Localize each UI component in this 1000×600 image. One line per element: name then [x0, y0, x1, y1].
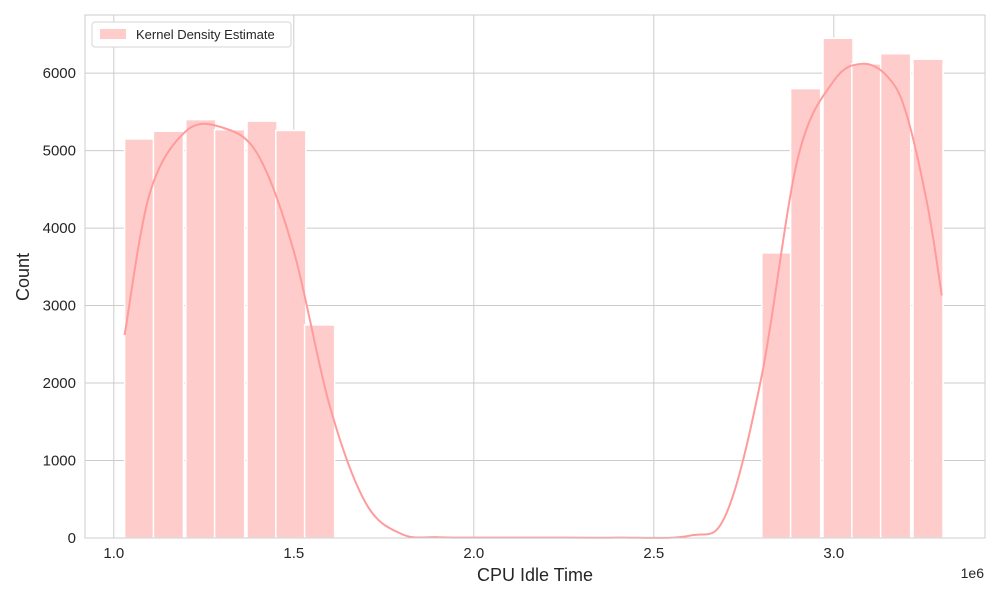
- histogram-bar: [246, 120, 278, 539]
- histogram-bar: [822, 37, 854, 539]
- y-tick-label: 2000: [43, 375, 76, 392]
- histogram-bar: [912, 58, 944, 539]
- y-tick-label: 6000: [43, 65, 76, 82]
- y-tick-label: 1000: [43, 453, 76, 470]
- legend-frame: [91, 21, 292, 48]
- x-axis-ticks: 1.0 1.5 2.0 2.5 3.0: [103, 545, 844, 562]
- plot-frame: [84, 14, 986, 539]
- legend: Kernel Density Estimate: [91, 21, 292, 48]
- x-tick-label: 1.5: [283, 545, 304, 562]
- histogram-bar: [185, 118, 217, 539]
- legend-label: Kernel Density Estimate: [136, 27, 275, 42]
- x-tick-label: 2.0: [463, 545, 484, 562]
- y-tick-label: 5000: [43, 143, 76, 160]
- x-tick-label: 2.5: [643, 545, 664, 562]
- histogram-bar: [123, 138, 156, 539]
- y-tick-label: 3000: [43, 298, 76, 315]
- y-tick-label: 0: [68, 530, 76, 547]
- x-tick-label: 3.0: [823, 545, 844, 562]
- histogram-bar: [275, 129, 307, 539]
- histogram-bar: [213, 128, 246, 539]
- y-axis-label: Count: [13, 253, 33, 301]
- x-axis-offset-label: 1e6: [961, 565, 985, 581]
- histogram-bar: [851, 63, 883, 539]
- y-axis-ticks: 0 1000 2000 3000 4000 5000 6000: [43, 65, 76, 547]
- histogram-bar: [152, 130, 185, 539]
- legend-swatch: [100, 29, 126, 39]
- x-axis-label: CPU Idle Time: [477, 565, 593, 585]
- histogram-bar: [761, 252, 793, 539]
- y-tick-label: 4000: [43, 220, 76, 237]
- histogram-bar: [879, 52, 912, 539]
- x-tick-label: 1.0: [103, 545, 124, 562]
- histogram-bar: [789, 87, 822, 539]
- histogram-bar: [303, 324, 336, 539]
- histogram-bars: [123, 37, 944, 539]
